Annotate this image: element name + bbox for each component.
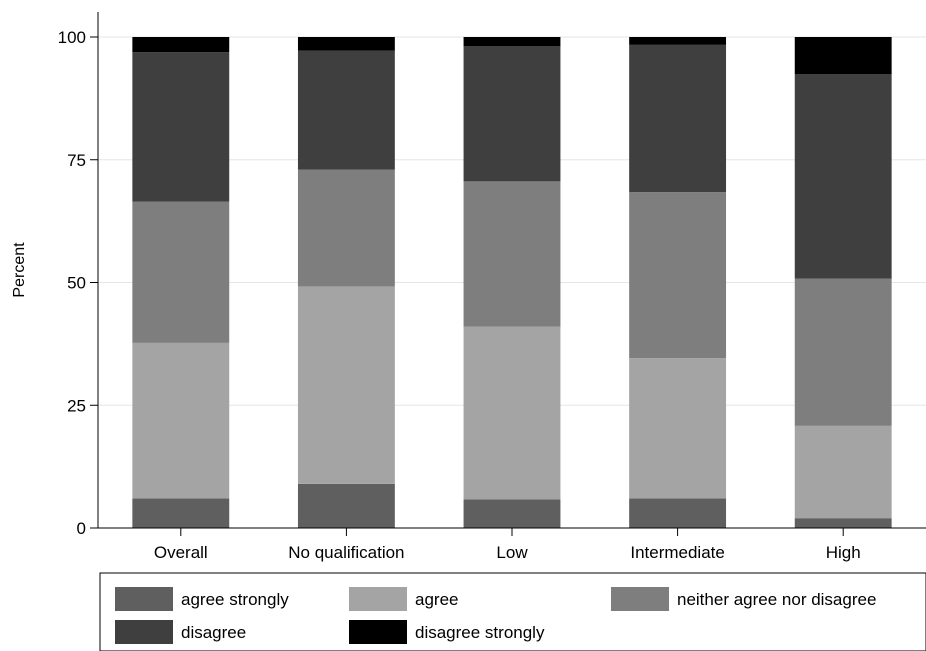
bar-overall-disagree-strongly — [132, 37, 230, 53]
y-ticks: 0 25 50 75 100 — [58, 28, 98, 538]
y-tick-label-75: 75 — [67, 151, 86, 170]
bar-overall-neither-agree-nor-disagree — [132, 201, 230, 343]
bar-no-qualification-agree — [297, 286, 395, 484]
legend-swatch-agree — [349, 587, 407, 611]
y-tick-label-50: 50 — [67, 274, 86, 293]
bar-low-disagree — [463, 46, 561, 182]
bar-no-qualification-disagree-strongly — [297, 37, 395, 51]
legend-swatch-disagree — [115, 620, 173, 644]
bar-high-disagree-strongly — [794, 37, 892, 75]
bar-low-disagree-strongly — [463, 37, 561, 47]
bar-intermediate-disagree — [629, 44, 727, 193]
bar-overall-agree-strongly — [132, 498, 230, 528]
legend-label-disagree: disagree — [181, 623, 246, 642]
legend-label-agree: agree — [415, 590, 458, 609]
bar-intermediate-agree-strongly — [629, 498, 727, 528]
y-tick-label-100: 100 — [58, 28, 86, 47]
y-tick-label-0: 0 — [77, 519, 86, 538]
legend-swatch-agree-strongly — [115, 587, 173, 611]
bar-low-agree — [463, 326, 561, 500]
legend-frame — [99, 572, 926, 651]
x-tick-label-high: High — [826, 543, 861, 562]
bar-low-neither-agree-nor-disagree — [463, 181, 561, 327]
bar-overall-agree — [132, 342, 230, 499]
x-ticks: Overall No qualification Low Intermediate Hi… — [154, 528, 861, 562]
y-tick-label-25: 25 — [67, 396, 86, 415]
legend-label-neither-agree-nor-disagree: neither agree nor disagree — [677, 590, 876, 609]
bar-high-disagree — [794, 74, 892, 279]
bar-intermediate-disagree-strongly — [629, 37, 727, 45]
bar-intermediate-agree — [629, 358, 727, 499]
bar-no-qualification-neither-agree-nor-disagree — [297, 169, 395, 287]
legend-label-disagree-strongly: disagree strongly — [415, 623, 545, 642]
bar-no-qualification-agree-strongly — [297, 483, 395, 528]
bar-no-qualification-disagree — [297, 50, 395, 170]
x-tick-label-overall: Overall — [154, 543, 208, 562]
x-tick-label-intermediate: Intermediate — [630, 543, 725, 562]
x-tick-label-low: Low — [496, 543, 528, 562]
y-axis-title: Percent — [11, 242, 28, 298]
bar-intermediate-neither-agree-nor-disagree — [629, 192, 727, 359]
x-tick-label-no-qualification: No qualification — [288, 543, 404, 562]
bar-overall-disagree — [132, 52, 230, 202]
bar-high-agree — [794, 425, 892, 519]
legend-label-agree-strongly: agree strongly — [181, 590, 289, 609]
bar-low-agree-strongly — [463, 499, 561, 528]
legend-swatch-disagree-strongly — [349, 620, 407, 644]
legend-swatch-neither-agree-nor-disagree — [611, 587, 669, 611]
legend: agree strongly agree neither agree nor dis… — [99, 572, 926, 651]
bar-high-agree-strongly — [794, 518, 892, 528]
bars — [132, 37, 892, 528]
bar-high-neither-agree-nor-disagree — [794, 278, 892, 426]
